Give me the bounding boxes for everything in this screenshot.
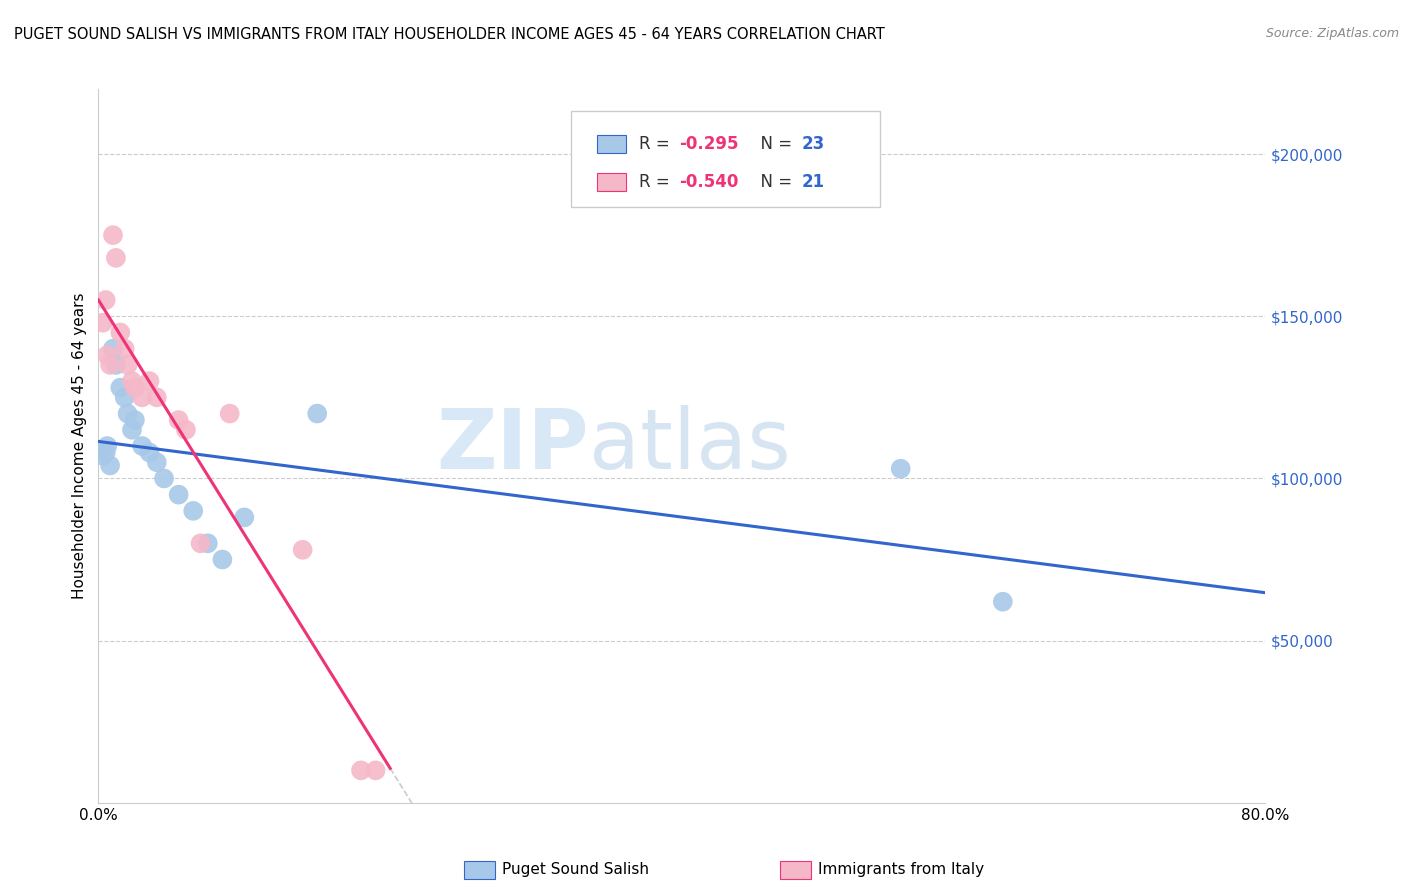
Point xyxy=(181,504,204,518)
Point xyxy=(167,413,190,427)
Point xyxy=(117,407,139,421)
Text: PUGET SOUND SALISH VS IMMIGRANTS FROM ITALY HOUSEHOLDER INCOME AGES 45 - 64 YEAR: PUGET SOUND SALISH VS IMMIGRANTS FROM IT… xyxy=(14,27,884,42)
Point xyxy=(94,293,117,307)
Point xyxy=(167,488,190,502)
Point xyxy=(991,595,1014,609)
Point xyxy=(96,439,118,453)
Point xyxy=(104,251,127,265)
Point xyxy=(98,358,121,372)
Text: R =: R = xyxy=(638,135,675,153)
Point xyxy=(96,348,118,362)
Point xyxy=(124,381,146,395)
Text: N =: N = xyxy=(749,135,797,153)
Text: -0.295: -0.295 xyxy=(679,135,740,153)
Point xyxy=(131,390,153,404)
FancyBboxPatch shape xyxy=(596,135,626,153)
Point xyxy=(121,423,143,437)
Point xyxy=(131,439,153,453)
FancyBboxPatch shape xyxy=(571,111,880,207)
Point xyxy=(233,510,256,524)
Text: Source: ZipAtlas.com: Source: ZipAtlas.com xyxy=(1265,27,1399,40)
Text: R =: R = xyxy=(638,173,675,191)
Point xyxy=(138,374,160,388)
Point xyxy=(91,449,114,463)
Point xyxy=(218,407,240,421)
Point xyxy=(307,407,329,421)
Point xyxy=(197,536,219,550)
Point xyxy=(211,552,233,566)
Text: 21: 21 xyxy=(801,173,825,191)
Point xyxy=(94,445,117,459)
Text: Puget Sound Salish: Puget Sound Salish xyxy=(502,863,650,877)
Text: Immigrants from Italy: Immigrants from Italy xyxy=(818,863,984,877)
Point xyxy=(117,358,139,372)
Text: N =: N = xyxy=(749,173,797,191)
Point xyxy=(146,390,169,404)
Text: ZIP: ZIP xyxy=(436,406,589,486)
Text: -0.540: -0.540 xyxy=(679,173,740,191)
Point xyxy=(101,228,124,243)
Point xyxy=(890,461,912,475)
Point xyxy=(291,542,314,557)
Text: atlas: atlas xyxy=(589,406,790,486)
Point xyxy=(350,764,373,778)
Point xyxy=(114,342,136,356)
Point xyxy=(101,342,124,356)
Point xyxy=(153,471,176,485)
FancyBboxPatch shape xyxy=(596,173,626,191)
Point xyxy=(138,445,160,459)
Point xyxy=(114,390,136,404)
Point xyxy=(98,458,121,473)
Point xyxy=(364,764,387,778)
Point xyxy=(110,326,132,340)
Point xyxy=(91,316,114,330)
Point xyxy=(146,455,169,469)
Point xyxy=(104,358,127,372)
Point xyxy=(110,381,132,395)
Point xyxy=(190,536,212,550)
Point xyxy=(124,413,146,427)
Point xyxy=(174,423,197,437)
Text: 23: 23 xyxy=(801,135,825,153)
Y-axis label: Householder Income Ages 45 - 64 years: Householder Income Ages 45 - 64 years xyxy=(72,293,87,599)
Point xyxy=(121,374,143,388)
